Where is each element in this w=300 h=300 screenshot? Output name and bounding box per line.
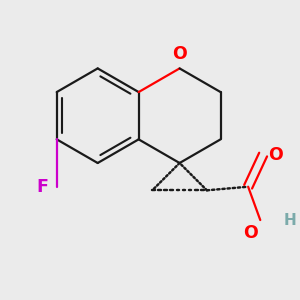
Text: H: H [284, 212, 297, 227]
Text: O: O [268, 146, 283, 164]
Text: F: F [36, 178, 48, 196]
Text: O: O [172, 45, 187, 63]
Text: O: O [244, 224, 258, 242]
